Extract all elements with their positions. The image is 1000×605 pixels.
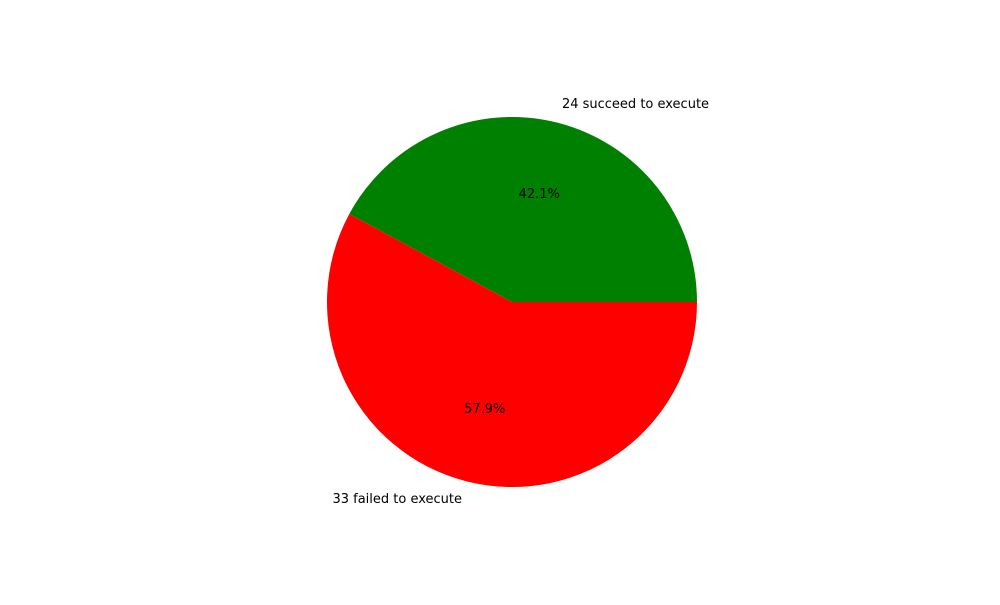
pie-slice-0 bbox=[349, 117, 697, 302]
slice-percent-label-1: 57.9% bbox=[464, 402, 505, 417]
slice-category-label-1: 33 failed to execute bbox=[332, 492, 462, 507]
pie-slice-1 bbox=[327, 213, 697, 487]
slice-percent-label-0: 42.1% bbox=[519, 187, 560, 202]
slice-category-label-0: 24 succeed to execute bbox=[562, 97, 709, 112]
